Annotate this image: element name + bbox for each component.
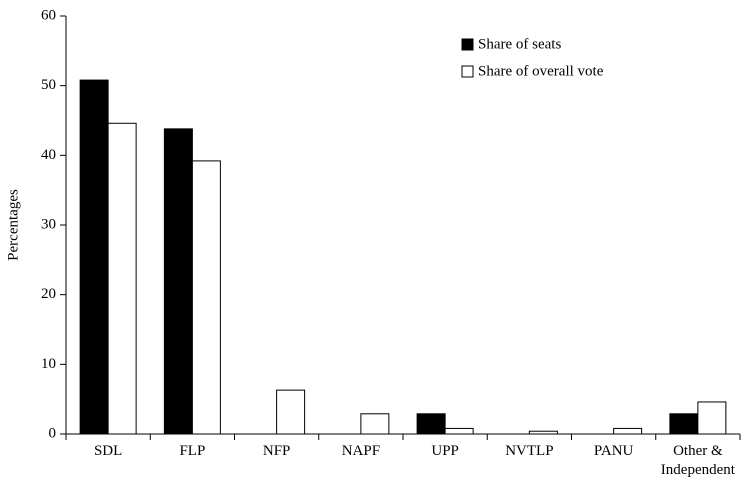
- y-tick-label: 40: [41, 147, 56, 163]
- bar: [444, 427, 474, 435]
- x-tick-label: NFP: [262, 443, 291, 459]
- y-tick-label: 20: [41, 286, 56, 302]
- y-tick-label: 30: [41, 216, 56, 232]
- legend-swatch: [461, 65, 474, 78]
- bar: [697, 401, 727, 435]
- bar: [191, 160, 221, 435]
- legend-swatch: [461, 38, 474, 51]
- x-tick-label: FLP: [179, 443, 206, 459]
- bar: [163, 128, 193, 435]
- x-tick-label: NAPF: [341, 443, 381, 459]
- y-tick-label: 60: [41, 7, 56, 23]
- bar: [416, 413, 446, 435]
- bar: [107, 122, 137, 435]
- bar: [360, 413, 390, 435]
- y-tick-label: 10: [41, 356, 56, 372]
- y-axis-label: Percentages: [5, 189, 21, 261]
- x-tick-label: SDL: [93, 443, 123, 459]
- bar: [528, 430, 558, 435]
- y-tick-label: 50: [41, 77, 56, 93]
- legend-label: Share of seats: [478, 36, 561, 52]
- bar: [79, 79, 109, 435]
- x-tick-label: Other & Independent: [660, 443, 735, 478]
- bar: [276, 389, 306, 435]
- legend-label: Share of overall vote: [478, 63, 604, 79]
- x-tick-label: NVTLP: [505, 443, 554, 459]
- x-tick-label: PANU: [593, 443, 634, 459]
- y-tick-label: 0: [49, 425, 57, 441]
- bar: [669, 413, 699, 435]
- x-tick-label: UPP: [431, 443, 459, 459]
- bar: [613, 427, 643, 435]
